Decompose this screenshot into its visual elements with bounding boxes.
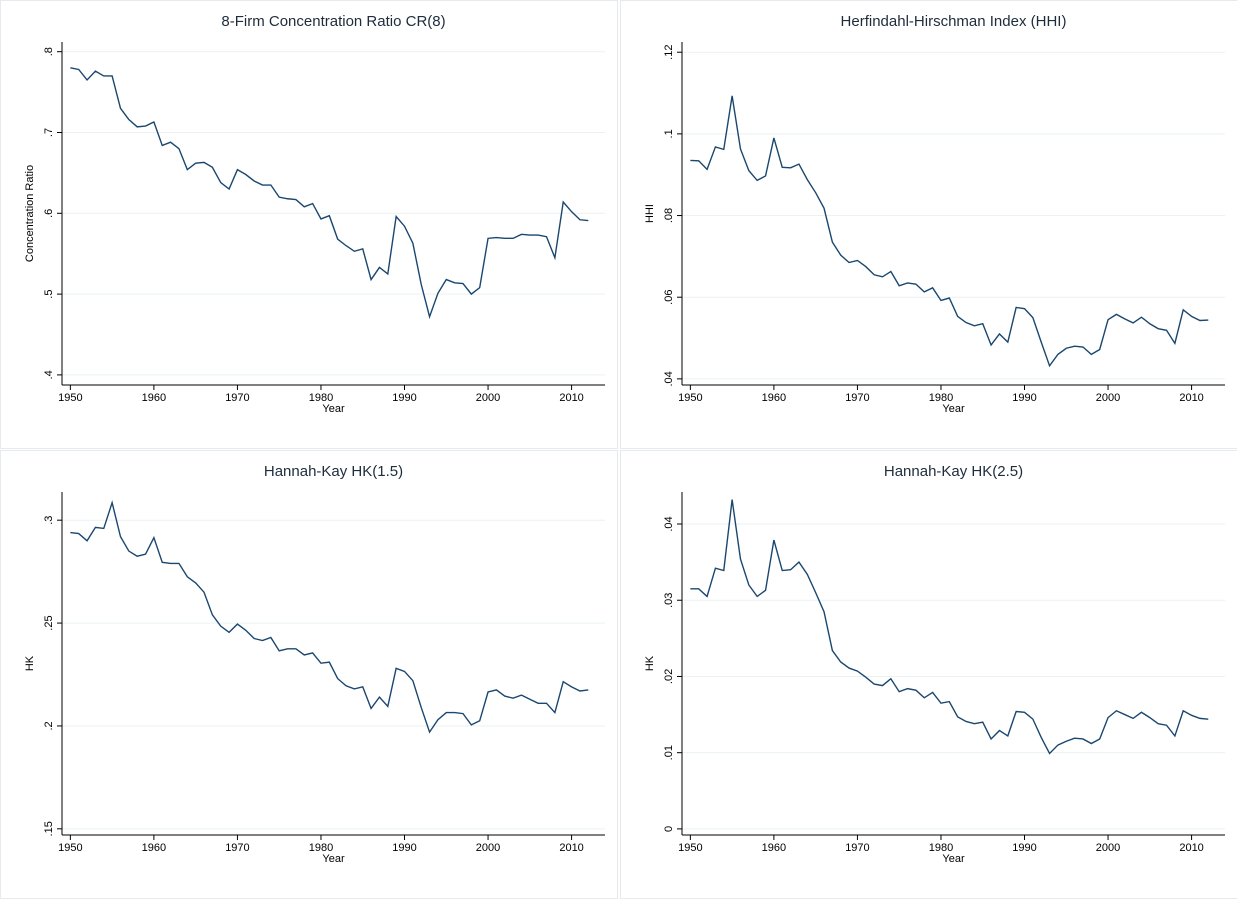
- panel-frame: [0, 0, 618, 449]
- y-tick-label: .02: [663, 669, 675, 684]
- chart-title: Herfindahl-Hirschman Index (HHI): [841, 13, 1067, 30]
- x-tick-label: 1980: [929, 392, 953, 404]
- panel-frame: [0, 450, 618, 899]
- y-tick-label: .4: [43, 370, 55, 379]
- y-tick-label: .7: [43, 128, 55, 137]
- x-tick-label: 1970: [225, 842, 249, 854]
- y-axis-title: HHI: [644, 204, 656, 223]
- chart-title: Hannah-Kay HK(1.5): [264, 463, 403, 480]
- x-tick-label: 2000: [476, 842, 500, 854]
- y-axis-title: HK: [24, 655, 36, 671]
- x-tick-label: 1970: [845, 842, 869, 854]
- chart-title: 8-Firm Concentration Ratio CR(8): [221, 13, 445, 30]
- x-tick-label: 1960: [762, 392, 786, 404]
- y-tick-label: .15: [43, 821, 55, 836]
- x-tick-label: 1980: [309, 842, 333, 854]
- panel: Hannah-Kay HK(2.5) 0 .01 .02 .03 .04 1950 1960 1…: [620, 450, 1237, 899]
- x-tick-label: 1980: [309, 392, 333, 404]
- data-line: [690, 499, 1209, 755]
- x-tick-label: 1950: [678, 842, 702, 854]
- y-axis-title: HK: [644, 655, 656, 671]
- y-tick-label: .6: [43, 209, 55, 218]
- chart-title: Hannah-Kay HK(2.5): [884, 463, 1023, 480]
- x-tick-label: 2010: [559, 392, 583, 404]
- x-tick-label: 2000: [476, 392, 500, 404]
- y-tick-label: .5: [43, 290, 55, 299]
- x-tick-label: 1950: [678, 392, 702, 404]
- y-tick-label: .3: [43, 516, 55, 525]
- x-tick-label: 1990: [392, 392, 416, 404]
- y-tick-label: .25: [43, 615, 55, 630]
- y-tick-label: .2: [43, 721, 55, 730]
- y-tick-label: .06: [663, 290, 675, 305]
- y-tick-label: .04: [663, 516, 675, 531]
- y-tick-label: .8: [43, 47, 55, 56]
- panel: 8-Firm Concentration Ratio CR(8) .4 .5 .6 .7…: [0, 0, 618, 449]
- data-line: [70, 67, 589, 320]
- data-line: [70, 500, 589, 734]
- x-tick-label: 2010: [1179, 392, 1203, 404]
- y-tick-label: 0: [663, 826, 675, 832]
- y-tick-label: .04: [663, 371, 675, 386]
- x-tick-label: 2000: [1096, 392, 1120, 404]
- y-tick-label: .03: [663, 593, 675, 608]
- x-tick-label: 2010: [559, 842, 583, 854]
- x-axis-title: Year: [322, 403, 345, 415]
- x-tick-label: 1970: [225, 392, 249, 404]
- y-tick-label: .12: [663, 45, 675, 60]
- x-tick-label: 1970: [845, 392, 869, 404]
- data-line: [690, 95, 1209, 368]
- y-tick-label: .08: [663, 208, 675, 223]
- x-axis-title: Year: [942, 853, 965, 865]
- x-tick-label: 2000: [1096, 842, 1120, 854]
- x-tick-label: 2010: [1179, 842, 1203, 854]
- x-axis-title: Year: [942, 403, 965, 415]
- x-tick-label: 1990: [1012, 392, 1036, 404]
- x-tick-label: 1950: [58, 842, 82, 854]
- y-tick-label: .1: [663, 129, 675, 138]
- panel: Herfindahl-Hirschman Index (HHI) .04 .06 .0…: [620, 0, 1237, 449]
- y-tick-label: .01: [663, 745, 675, 760]
- x-tick-label: 1980: [929, 842, 953, 854]
- x-axis-title: Year: [322, 853, 345, 865]
- x-tick-label: 1990: [392, 842, 416, 854]
- panel-frame: [620, 450, 1237, 899]
- x-tick-label: 1960: [762, 842, 786, 854]
- panel-frame: [620, 0, 1237, 449]
- x-tick-label: 1950: [58, 392, 82, 404]
- x-tick-label: 1960: [142, 392, 166, 404]
- x-tick-label: 1990: [1012, 842, 1036, 854]
- panel: Hannah-Kay HK(1.5) .15 .2 .25 .3 1950 1960 1970…: [0, 450, 618, 899]
- x-tick-label: 1960: [142, 842, 166, 854]
- y-axis-title: Concentration Ratio: [24, 165, 36, 262]
